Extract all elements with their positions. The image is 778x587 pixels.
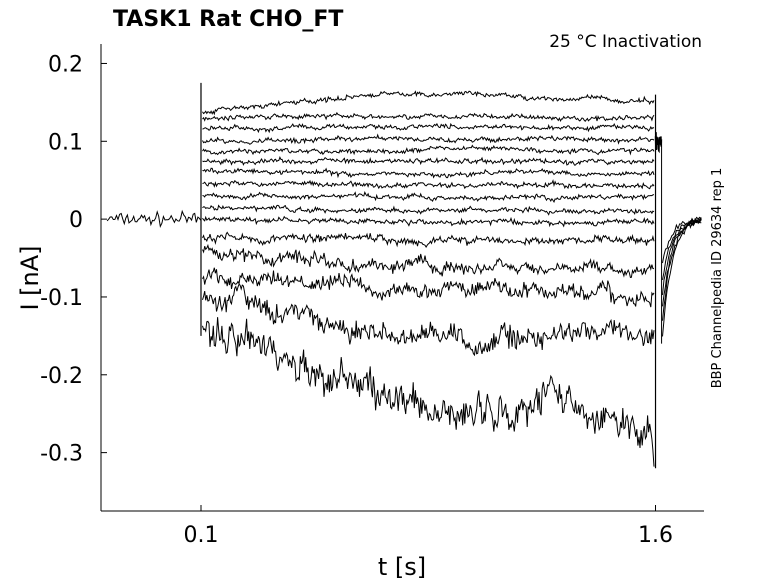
x-axis-label: t [s]: [378, 553, 426, 581]
series-trace-14: [202, 267, 655, 308]
chart-annotation: 25 °C Inactivation: [549, 32, 702, 52]
series-trace-8: [202, 179, 655, 190]
y-tick-label: 0.2: [48, 52, 83, 77]
series-trace-6: [202, 156, 655, 166]
y-axis-label: I [nA]: [16, 245, 44, 310]
series-trace-7: [202, 167, 655, 179]
series-trace-10: [202, 204, 655, 216]
x-tick-label: 1.6: [638, 523, 673, 548]
side-label: BBP Channelpedia ID 29634 rep 1: [710, 168, 725, 389]
series-trace-12: [202, 231, 655, 248]
series-trace-15: [202, 283, 655, 357]
y-tick-label: 0.1: [48, 130, 83, 155]
series-trace-3: [202, 122, 655, 134]
series-trace-13: [202, 243, 655, 278]
series-trace-11: [202, 215, 655, 228]
chart-title: TASK1 Rat CHO_FT: [113, 7, 343, 32]
y-tick-label: -0.1: [40, 286, 83, 311]
traces: [106, 82, 702, 469]
series-trace-16: [202, 317, 655, 467]
tail-trace-2: [662, 217, 702, 280]
y-tick-label: -0.2: [40, 364, 83, 389]
tail-trace-6: [662, 218, 702, 337]
series-trace-5: [202, 144, 655, 156]
baseline-trace: [106, 209, 202, 229]
after-pulse-trace: [654, 132, 663, 154]
tail-trace-1: [662, 216, 702, 264]
y-tick-label: -0.3: [40, 442, 83, 467]
axes: 0.2 0.1 0 -0.1 -0.2 -0.3 0.1 1.6: [40, 44, 704, 548]
x-tick-label: 0.1: [183, 523, 218, 548]
y-tick-label: 0: [69, 208, 83, 233]
series-trace-9: [202, 191, 655, 203]
series-trace-4: [202, 133, 655, 145]
series-trace-2: [202, 111, 655, 123]
series-trace-1: [202, 90, 655, 116]
